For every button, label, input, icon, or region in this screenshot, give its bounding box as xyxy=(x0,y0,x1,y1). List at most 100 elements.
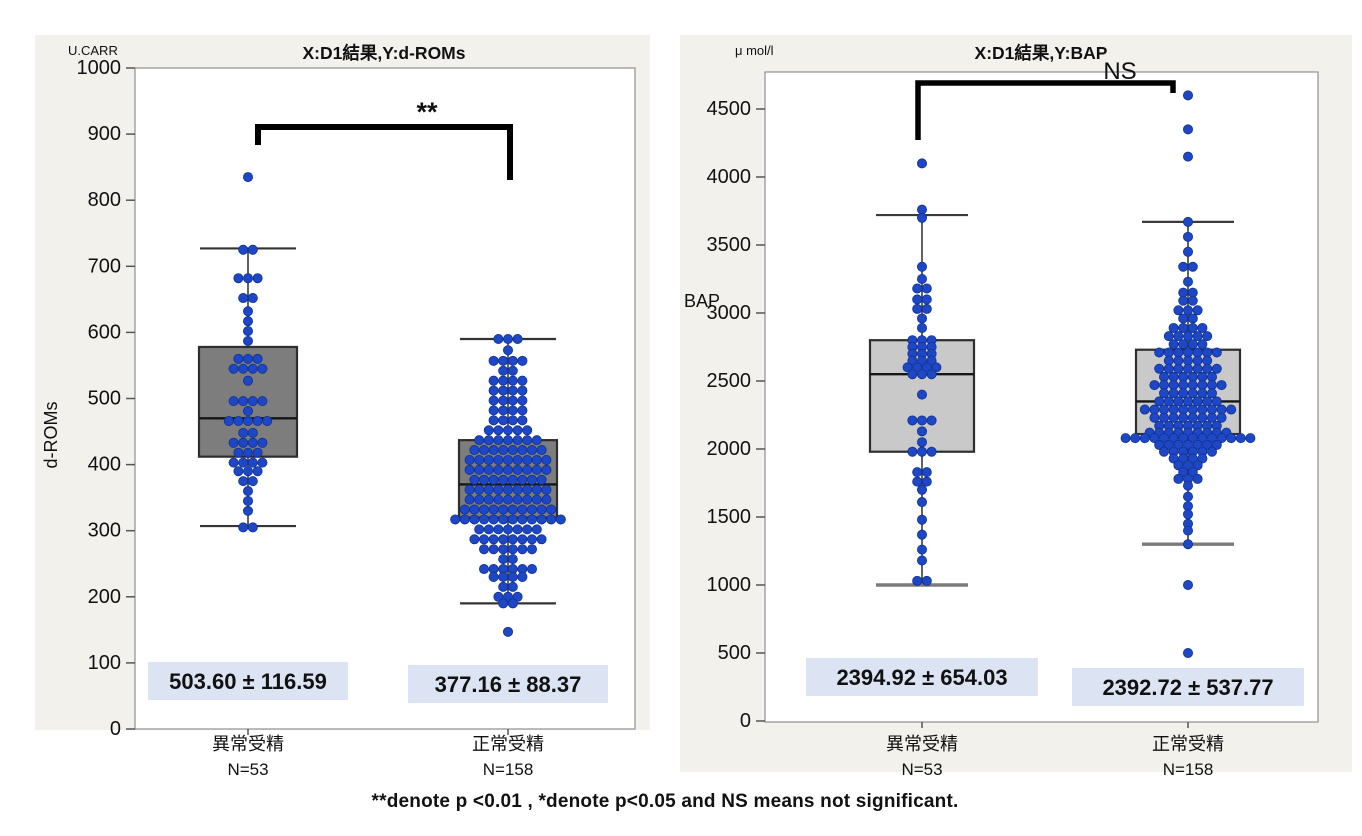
beeswarm-dot xyxy=(252,415,263,426)
beeswarm-dot xyxy=(1182,90,1193,101)
beeswarm-dot xyxy=(238,244,249,255)
mean-sd-badge xyxy=(1072,668,1304,706)
beeswarm-dot xyxy=(498,544,509,555)
y-tick-label: 600 xyxy=(88,321,121,343)
beeswarm-dot xyxy=(1178,295,1189,306)
mean-sd-text: 2392.72 ± 537.77 xyxy=(1102,675,1273,700)
beeswarm-dot xyxy=(502,425,513,436)
beeswarm-dot xyxy=(1178,339,1189,350)
beeswarm-dot xyxy=(1197,322,1208,333)
beeswarm-dot xyxy=(1187,433,1198,444)
beeswarm-dot xyxy=(507,405,518,416)
beeswarm-dot xyxy=(507,544,518,555)
group-label: 異常受精 xyxy=(886,734,958,754)
beeswarm-dot xyxy=(233,273,244,284)
beeswarm-dot xyxy=(907,415,918,426)
beeswarm-dot xyxy=(1192,363,1203,374)
beeswarm-dot xyxy=(493,464,504,475)
beeswarm-dot xyxy=(912,467,923,478)
beeswarm-dot xyxy=(921,575,932,586)
beeswarm-dot xyxy=(1197,339,1208,350)
y-tick-label: 800 xyxy=(88,189,121,211)
beeswarm-dot xyxy=(1182,509,1193,520)
beeswarm-dot xyxy=(1182,539,1193,550)
beeswarm-dot xyxy=(916,212,927,223)
beeswarm-dot xyxy=(1173,473,1184,484)
beeswarm-dot xyxy=(252,273,263,284)
beeswarm-dot xyxy=(1120,433,1131,444)
beeswarm-dot xyxy=(1192,439,1203,450)
beeswarm-dot xyxy=(228,363,239,374)
beeswarm-dot xyxy=(242,353,253,364)
beeswarm-dot xyxy=(1211,347,1222,358)
beeswarm-dot xyxy=(526,504,537,515)
beeswarm-dot xyxy=(464,484,475,495)
beeswarm-dot xyxy=(916,158,927,169)
y-axis-label: d-ROMs xyxy=(41,402,61,469)
beeswarm-dot xyxy=(498,554,509,565)
y-tick-label: 2000 xyxy=(707,438,752,460)
beeswarm-dot xyxy=(257,457,268,468)
beeswarm-dot xyxy=(493,494,504,505)
beeswarm-dot xyxy=(912,294,923,305)
beeswarm-dot xyxy=(507,598,518,609)
beeswarm-dot xyxy=(502,334,513,345)
beeswarm-dot xyxy=(1149,412,1160,423)
beeswarm-dot xyxy=(498,598,509,609)
beeswarm-dot xyxy=(1173,460,1184,471)
beeswarm-dot xyxy=(507,581,518,592)
beeswarm-dot xyxy=(488,415,499,426)
beeswarm-dot xyxy=(926,355,937,366)
beeswarm-dot xyxy=(464,464,475,475)
beeswarm-dot xyxy=(498,504,509,515)
beeswarm-dot xyxy=(517,474,528,485)
beeswarm-dot xyxy=(474,494,485,505)
beeswarm-dot xyxy=(257,437,268,448)
beeswarm-dot xyxy=(488,405,499,416)
beeswarm-dot xyxy=(1173,305,1184,316)
beeswarm-dot xyxy=(483,454,494,465)
beeswarm-dot xyxy=(1197,453,1208,464)
beeswarm-dot xyxy=(478,474,489,485)
beeswarm-dot xyxy=(507,514,518,525)
beeswarm-dot xyxy=(1226,404,1237,415)
beeswarm-dot xyxy=(257,363,268,374)
y-tick-label: 1000 xyxy=(707,574,752,596)
beeswarm-dot xyxy=(507,534,518,545)
beeswarm-dot xyxy=(531,435,542,446)
beeswarm-dot xyxy=(541,454,552,465)
beeswarm-dot xyxy=(1168,453,1179,464)
y-tick-label: 2500 xyxy=(707,370,752,392)
beeswarm-dot xyxy=(1130,433,1141,444)
beeswarm-dot xyxy=(474,464,485,475)
beeswarm-dot xyxy=(541,494,552,505)
beeswarm-dot xyxy=(1173,396,1184,407)
beeswarm-dot xyxy=(916,273,927,284)
beeswarm-dot xyxy=(916,497,927,508)
beeswarm-dot xyxy=(916,446,927,457)
y-tick-label: 500 xyxy=(88,388,121,410)
beeswarm-dot xyxy=(512,454,523,465)
beeswarm-dot xyxy=(507,571,518,582)
beeswarm-dot xyxy=(247,457,258,468)
beeswarm-dot xyxy=(1173,363,1184,374)
significance-label: NS xyxy=(1103,58,1136,85)
beeswarm-dot xyxy=(488,445,499,456)
beeswarm-dot xyxy=(522,435,533,446)
beeswarm-dot xyxy=(242,505,253,516)
beeswarm-dot xyxy=(1216,433,1227,444)
beeswarm-dot xyxy=(238,293,249,304)
beeswarm-dot xyxy=(1178,261,1189,272)
beeswarm-dot xyxy=(1216,412,1227,423)
beeswarm-dot xyxy=(483,435,494,446)
y-tick-label: 3500 xyxy=(707,234,752,256)
beeswarm-dot xyxy=(536,445,547,456)
beeswarm-dot xyxy=(233,415,244,426)
beeswarm-dot xyxy=(517,415,528,426)
beeswarm-dot xyxy=(555,514,566,525)
beeswarm-dot xyxy=(507,355,518,366)
beeswarm-dot xyxy=(1182,305,1193,316)
beeswarm-dot xyxy=(921,467,932,478)
beeswarm-dot xyxy=(493,425,504,436)
beeswarm-dot xyxy=(1182,491,1193,502)
